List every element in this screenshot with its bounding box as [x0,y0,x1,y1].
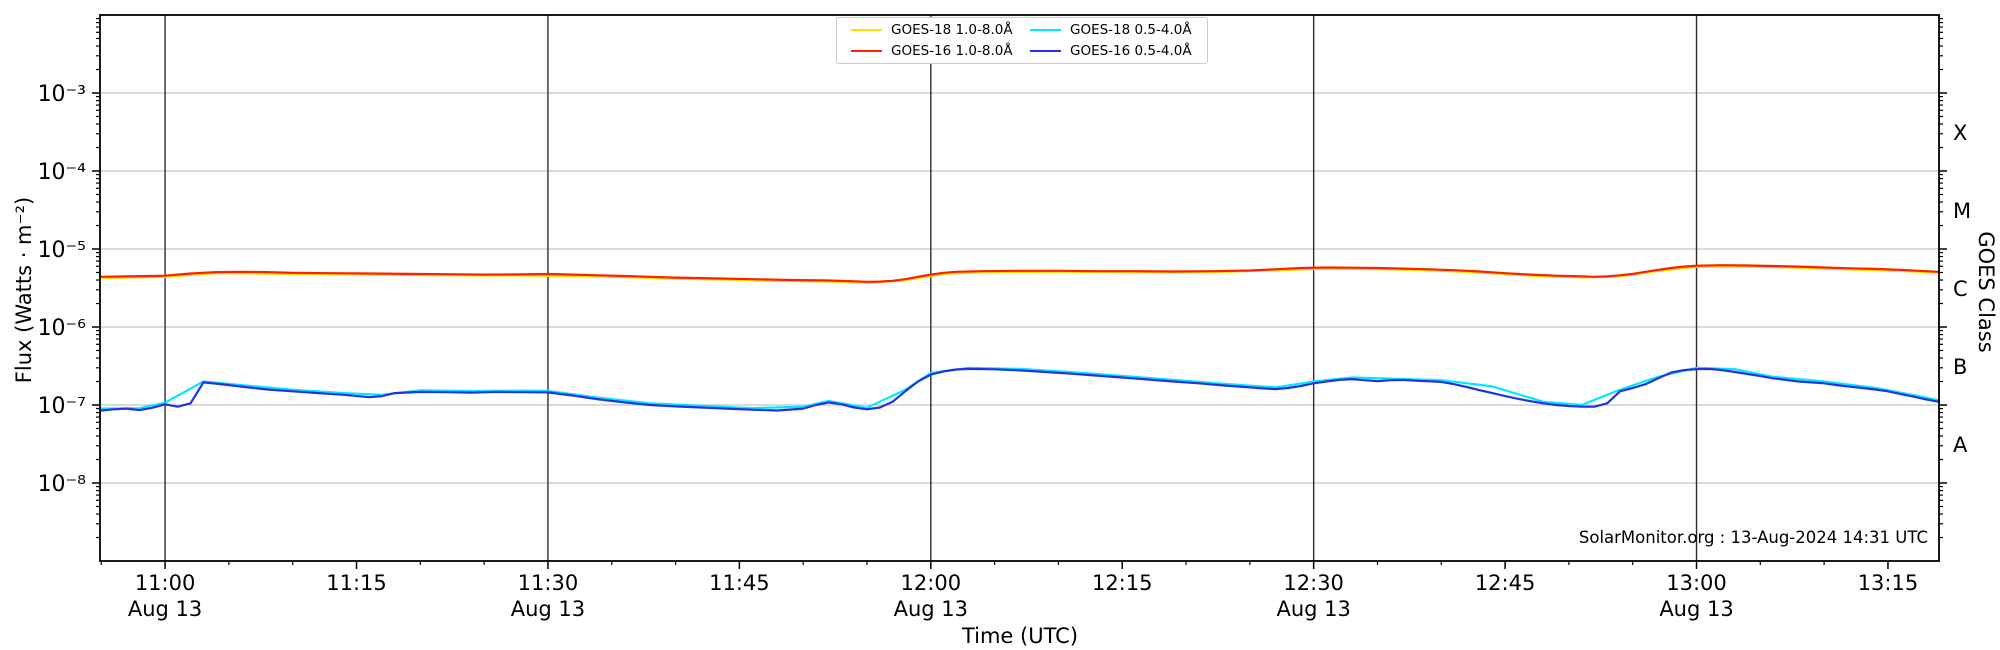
legend-item-goes18-long: GOES-18 1.0-8.0Å [843,22,1022,38]
plot-border [99,14,1940,562]
x-tick-label-time: 11:15 [326,571,387,595]
y-axis-label-flux: Flux (Watts · m⁻²) [12,196,36,384]
x-tick-label-date: Aug 13 [128,597,202,621]
x-tick-label-time: 13:15 [1858,571,1919,595]
legend-label: GOES-18 0.5-4.0Å [1070,21,1192,38]
solarmonitor-watermark: SolarMonitor.org : 13-Aug-2024 14:31 UTC [1578,528,1928,547]
legend-swatch-goes16-long [851,50,882,53]
y-axis-label-goes-class: GOES Class [1974,231,1998,353]
series-GOES-16 0.5-4.0Å [100,367,1941,412]
x-tick-label-time: 11:00 [135,571,196,595]
y-tick-label: 10⁻³ [38,82,86,107]
legend-swatch-goes18-long [851,28,882,31]
x-tick-label-date: Aug 13 [511,597,585,621]
y-tick-label: 10⁻⁶ [38,316,87,341]
x-tick-label-time: 12:30 [1283,571,1344,595]
legend-item-goes16-short: GOES-16 0.5-4.0Å [1022,43,1201,59]
legend-swatch-goes16-short [1030,50,1061,53]
x-tick-label-time: 12:15 [1092,571,1153,595]
x-tick-label-date: Aug 13 [1659,597,1733,621]
x-tick-label-time: 11:45 [709,571,770,595]
goes-class-letter: A [1953,433,1968,457]
legend-item-goes16-long: GOES-16 1.0-8.0Å [843,43,1022,59]
y-tick-label: 10⁻⁴ [38,160,87,185]
legend-item-goes18-short: GOES-18 0.5-4.0Å [1022,22,1201,38]
x-tick-label-date: Aug 13 [1276,597,1350,621]
x-tick-label-time: 11:30 [518,571,579,595]
legend-swatch-goes18-short [1030,28,1061,31]
x-axis-label-time: Time (UTC) [961,624,1079,648]
goes-class-letter: B [1953,355,1967,379]
goes-class-letter: C [1953,277,1968,301]
goes-class-letter: M [1953,199,1971,223]
x-tick-label-date: Aug 13 [894,597,968,621]
y-tick-label: 10⁻⁷ [38,394,86,419]
x-tick-label-time: 12:45 [1475,571,1536,595]
series-GOES-16 1.0-8.0Å [100,264,1941,283]
series-GOES-18 0.5-4.0Å [100,366,1941,410]
legend: GOES-18 1.0-8.0Å GOES-16 1.0-8.0Å GOES-1… [836,17,1208,64]
legend-label: GOES-16 0.5-4.0Å [1070,43,1192,60]
goes-class-letter: X [1953,121,1967,145]
y-tick-label: 10⁻⁵ [38,238,86,263]
legend-label: GOES-18 1.0-8.0Å [891,21,1013,38]
x-tick-label-time: 13:00 [1666,571,1727,595]
y-tick-label: 10⁻⁸ [38,472,87,497]
legend-label: GOES-16 1.0-8.0Å [891,43,1013,60]
x-tick-label-time: 12:00 [901,571,962,595]
